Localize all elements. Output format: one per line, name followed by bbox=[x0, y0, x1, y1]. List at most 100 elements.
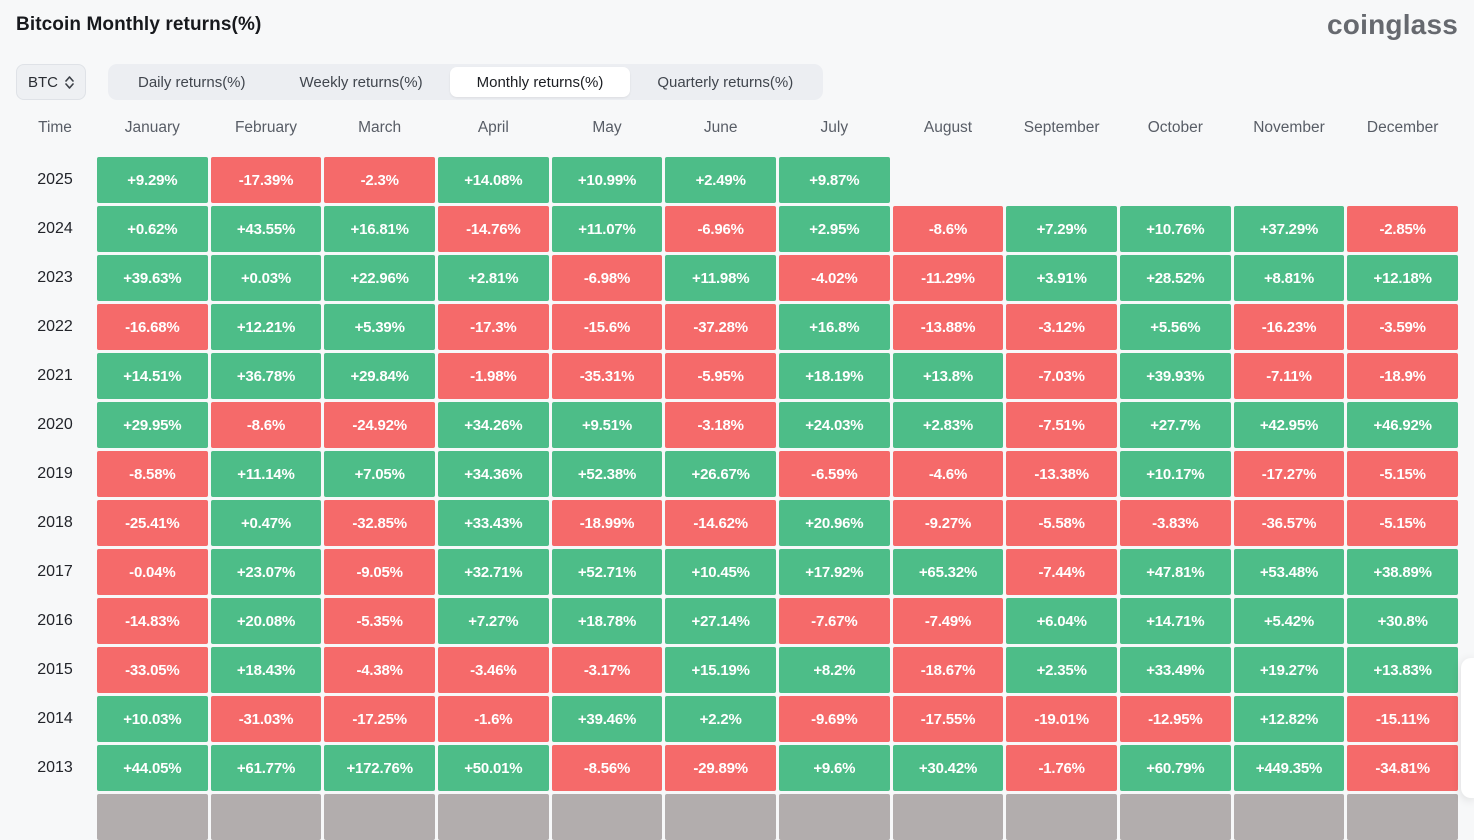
return-cell: +10.99% bbox=[551, 157, 663, 203]
return-cell: -8.58% bbox=[97, 451, 208, 497]
return-cell: +8.81% bbox=[1233, 255, 1345, 301]
year-label-2018: 2018 bbox=[37, 514, 73, 531]
return-cell: -8.6% bbox=[892, 206, 1004, 252]
controls-bar: BTC Daily returns(%) Weekly returns(%) Mon… bbox=[16, 64, 1458, 100]
return-cell: -25.41% bbox=[97, 500, 208, 546]
symbol-select-value: BTC bbox=[28, 73, 58, 91]
year-label-2023: 2023 bbox=[37, 269, 73, 286]
return-cell: +43.55% bbox=[210, 206, 322, 252]
return-cell: +18.43% bbox=[210, 647, 322, 693]
return-cell: -12.95% bbox=[1119, 696, 1231, 742]
return-cell: -24.92% bbox=[324, 402, 435, 448]
tab-weekly-returns[interactable]: Weekly returns(%) bbox=[273, 67, 450, 97]
return-cell: +0.62% bbox=[97, 206, 208, 252]
return-cell: +7.05% bbox=[324, 451, 435, 497]
month-header-march: March bbox=[358, 119, 402, 136]
scrollbar-thumb[interactable] bbox=[1461, 658, 1474, 798]
partial-row-cell bbox=[778, 794, 890, 840]
return-cell: -6.96% bbox=[665, 206, 776, 252]
return-cell: -3.17% bbox=[551, 647, 663, 693]
return-cell: -2.85% bbox=[1347, 206, 1458, 252]
year-label-2014: 2014 bbox=[37, 710, 73, 727]
return-cell bbox=[1347, 157, 1458, 203]
return-cell bbox=[1120, 157, 1231, 203]
return-cell bbox=[893, 157, 1004, 203]
return-cell: -4.6% bbox=[892, 451, 1004, 497]
tab-daily-returns[interactable]: Daily returns(%) bbox=[111, 67, 273, 97]
return-cell: -4.02% bbox=[778, 255, 890, 301]
month-header-june: June bbox=[703, 119, 738, 136]
return-cell: -5.95% bbox=[665, 353, 776, 399]
return-cell: +34.36% bbox=[437, 451, 549, 497]
return-cell: +20.08% bbox=[210, 598, 322, 644]
partial-row-cell bbox=[551, 794, 663, 840]
return-cell: -14.62% bbox=[665, 500, 776, 546]
return-cell: -6.98% bbox=[551, 255, 663, 301]
return-cell: -14.83% bbox=[97, 598, 208, 644]
return-cell: -6.59% bbox=[778, 451, 890, 497]
return-cell: +2.49% bbox=[665, 157, 776, 203]
return-cell: -17.55% bbox=[892, 696, 1004, 742]
month-header-october: October bbox=[1147, 119, 1203, 136]
return-cell: -11.29% bbox=[892, 255, 1004, 301]
return-cell: +7.29% bbox=[1006, 206, 1117, 252]
return-cell: +2.35% bbox=[1006, 647, 1117, 693]
return-cell: +30.42% bbox=[892, 745, 1004, 791]
year-label-2013: 2013 bbox=[37, 759, 73, 776]
return-cell: +47.81% bbox=[1119, 549, 1231, 595]
coinglass-logo: coinglass bbox=[1327, 9, 1458, 40]
return-cell: +26.67% bbox=[665, 451, 776, 497]
return-cell: -17.39% bbox=[210, 157, 322, 203]
month-header-february: February bbox=[234, 119, 297, 136]
return-cell: -34.81% bbox=[1347, 745, 1458, 791]
return-cell: -7.51% bbox=[1006, 402, 1117, 448]
return-cell: +16.8% bbox=[778, 304, 890, 350]
return-cell: -9.27% bbox=[892, 500, 1004, 546]
return-cell: -15.6% bbox=[551, 304, 663, 350]
return-cell: -7.67% bbox=[778, 598, 890, 644]
month-header-may: May bbox=[592, 119, 622, 136]
return-cell: -9.05% bbox=[324, 549, 435, 595]
partial-row-cell bbox=[1233, 794, 1345, 840]
return-cell: -17.3% bbox=[437, 304, 549, 350]
return-cell: -1.6% bbox=[437, 696, 549, 742]
return-cell: +24.03% bbox=[778, 402, 890, 448]
return-cell: +14.08% bbox=[437, 157, 549, 203]
tab-monthly-returns[interactable]: Monthly returns(%) bbox=[449, 67, 631, 97]
return-cell: +11.07% bbox=[551, 206, 663, 252]
return-cell: +3.91% bbox=[1006, 255, 1117, 301]
partial-row-cell bbox=[210, 794, 322, 840]
month-header-november: November bbox=[1253, 119, 1325, 136]
tab-quarterly-returns[interactable]: Quarterly returns(%) bbox=[630, 67, 820, 97]
year-label-2017: 2017 bbox=[37, 563, 73, 580]
return-cell: +50.01% bbox=[437, 745, 549, 791]
return-cell: +13.8% bbox=[892, 353, 1004, 399]
return-cell: +9.87% bbox=[778, 157, 890, 203]
return-cell: -37.28% bbox=[665, 304, 776, 350]
return-cell: +9.6% bbox=[778, 745, 890, 791]
return-cell: -8.6% bbox=[210, 402, 322, 448]
return-cell: +16.81% bbox=[324, 206, 435, 252]
return-cell: +8.2% bbox=[778, 647, 890, 693]
return-cell: -8.56% bbox=[551, 745, 663, 791]
return-cell: +172.76% bbox=[324, 745, 435, 791]
symbol-select[interactable]: BTC bbox=[16, 64, 86, 100]
return-cell: +17.92% bbox=[778, 549, 890, 595]
year-label-2022: 2022 bbox=[37, 318, 73, 335]
year-label-2016: 2016 bbox=[37, 612, 73, 629]
topbar: Bitcoin Monthly returns(%) coinglass bbox=[0, 0, 1474, 40]
return-cell bbox=[1234, 157, 1345, 203]
return-cell: +33.43% bbox=[437, 500, 549, 546]
return-cell: -7.03% bbox=[1006, 353, 1117, 399]
return-cell: +18.78% bbox=[551, 598, 663, 644]
year-label-2021: 2021 bbox=[37, 367, 73, 384]
return-cell: +9.29% bbox=[97, 157, 208, 203]
return-cell: +32.71% bbox=[437, 549, 549, 595]
return-cell: -0.04% bbox=[97, 549, 208, 595]
return-cell: +18.19% bbox=[778, 353, 890, 399]
return-cell: +27.14% bbox=[665, 598, 776, 644]
return-cell: -1.76% bbox=[1006, 745, 1117, 791]
return-cell: -31.03% bbox=[210, 696, 322, 742]
year-label-2019: 2019 bbox=[37, 465, 73, 482]
return-cell: -18.99% bbox=[551, 500, 663, 546]
